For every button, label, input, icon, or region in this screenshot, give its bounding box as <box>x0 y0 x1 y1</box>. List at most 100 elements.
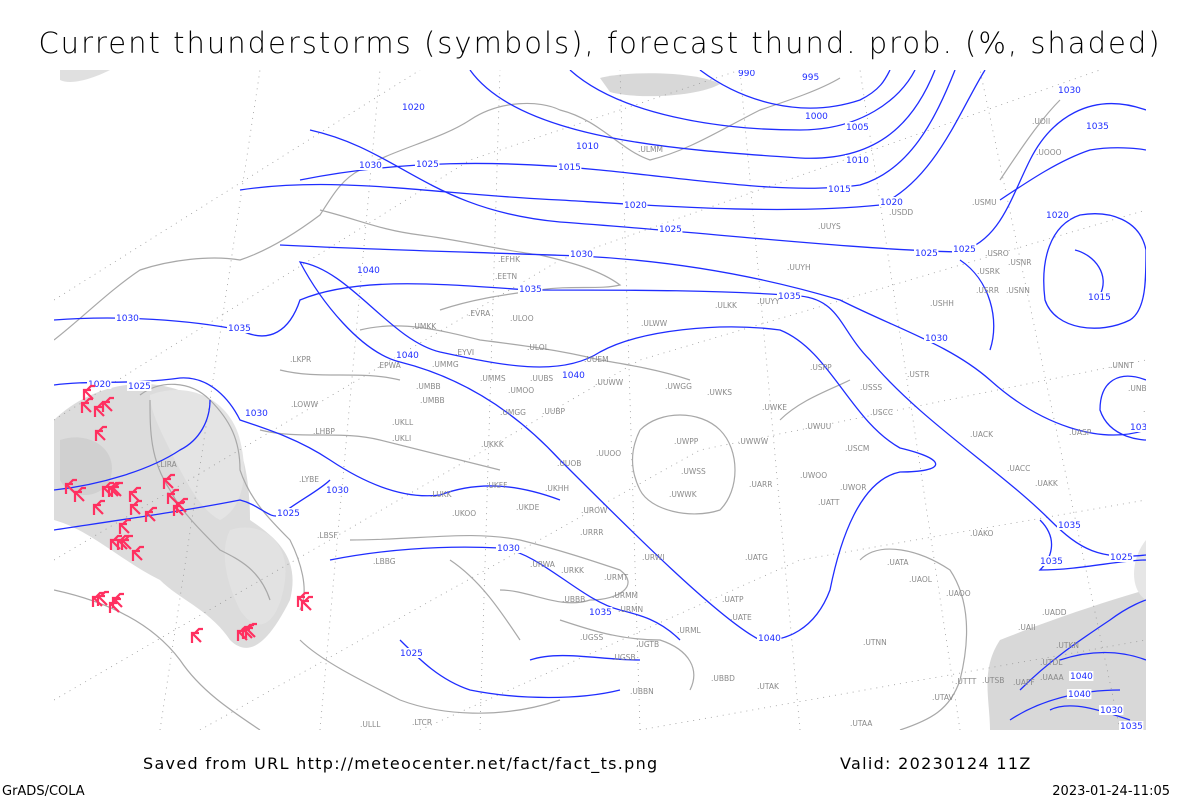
map-area: 990 995 1000 1005 1010 1010 1015 1015 1020 1020 10… <box>54 69 1167 730</box>
station-label: .UTAA <box>850 719 873 728</box>
isobar-label-bg <box>658 224 683 234</box>
station-label: .UMMS <box>480 374 506 383</box>
isobar-label-bg <box>1067 689 1092 699</box>
station-label: .UUYS <box>818 222 841 231</box>
station-label: .URMT <box>604 573 629 582</box>
isobar-label: 1010 <box>846 156 869 166</box>
station-label: .LHBP <box>313 427 335 436</box>
isobar-label: 1035 <box>778 292 801 302</box>
isobar-label-bg <box>127 381 152 391</box>
isobar-label-bg <box>845 122 870 132</box>
isobar-label: 1005 <box>846 123 869 133</box>
station-label: .UKLL <box>392 418 414 427</box>
isobar-label: 1030 <box>1100 706 1123 716</box>
station-label: .UKLI <box>392 434 411 443</box>
station-label: .LOWW <box>291 400 319 409</box>
station-label: .UAAA <box>1040 673 1065 682</box>
station-label: .UNBB <box>1128 384 1152 393</box>
isobar-label: 1025 <box>659 225 682 235</box>
station-label: .UATE <box>730 613 752 622</box>
station-label: .URKK <box>561 566 585 575</box>
isobar-label-bg <box>325 485 350 495</box>
isobar-label-bg <box>115 313 140 323</box>
station-label: .UWOO <box>800 471 827 480</box>
isobar-label: 1030 <box>925 334 948 344</box>
station-label: .UBBD <box>711 674 735 683</box>
station-label: .UADD <box>1042 608 1067 617</box>
station-label: .UNBG <box>1143 405 1167 414</box>
isobar-label-bg <box>952 244 977 254</box>
station-label: .UUYY <box>757 297 780 306</box>
station-label: .UACC <box>1007 464 1030 473</box>
isobar-label: 1030 <box>497 544 520 554</box>
station-label: .LIRA <box>158 460 178 469</box>
isobar-label: 995 <box>802 73 819 83</box>
thunderstorm-icon <box>64 478 77 494</box>
station-label: .EPWA <box>377 361 402 370</box>
station-label: .UKKK <box>481 440 505 449</box>
station-label: .UOOO <box>1036 148 1062 157</box>
isobar-label: 990 <box>738 69 755 79</box>
station-label: .UTAK <box>757 682 780 691</box>
isobar-label: 1020 <box>880 198 903 208</box>
thunderstorm-icon <box>144 506 157 522</box>
station-label: .UBBN <box>630 687 654 696</box>
thunderstorm-icon <box>82 384 95 400</box>
station-label: .UAOO <box>946 589 971 598</box>
station-label: .UTNN <box>863 638 887 647</box>
map-title: Current thunderstorms (symbols), forecas… <box>38 26 1162 60</box>
isobar-label: 1035 <box>1086 122 1109 132</box>
station-label: .UATG <box>745 553 768 562</box>
thunderstorm-icon <box>128 486 141 502</box>
isobar-label: 1025 <box>416 160 439 170</box>
isobar-label-bg <box>356 265 381 275</box>
station-label: .UASP <box>1069 428 1092 437</box>
isobar-label-bg <box>1099 705 1124 715</box>
station-label: .UMGG <box>500 408 526 417</box>
station-label: .UBBB <box>562 595 585 604</box>
isobar-label: 1020 <box>88 380 111 390</box>
isobar-label: 1015 <box>558 163 581 173</box>
isobar-label: 1040 <box>1068 690 1091 700</box>
isobar-label-bg <box>1109 552 1134 562</box>
isobar-label-bg <box>399 648 424 658</box>
isobar-label-bg <box>1129 422 1146 432</box>
station-label: .LBSF <box>317 531 338 540</box>
generated-timestamp: 2023-01-24-11:05 <box>1052 784 1170 799</box>
station-label: .UARR <box>749 480 772 489</box>
isobar-label: 1030 <box>245 409 268 419</box>
isobar-label-bg <box>496 543 521 553</box>
isobar-label-bg <box>1087 292 1112 302</box>
isobar-label-bg <box>1039 556 1064 566</box>
isobar-label-bg <box>1045 210 1070 220</box>
station-label: .UUWW <box>595 378 624 387</box>
station-label: .USCC <box>870 408 893 417</box>
station-label: .EFHK <box>498 255 521 264</box>
station-label: .USNN <box>1006 286 1030 295</box>
station-label: .USNR <box>1008 258 1031 267</box>
station-label: .LBBG <box>373 557 396 566</box>
station-label: .UOII <box>1032 117 1050 126</box>
station-label: .URRR <box>580 528 604 537</box>
isobar-label: 1030 <box>1130 423 1153 433</box>
isobar-labels: 990 995 1000 1005 1010 1010 1015 1015 1020 1020 10… <box>87 69 1153 730</box>
isobar-label: 1035 <box>589 608 612 618</box>
isobar-label-bg <box>879 197 904 207</box>
station-label: .USSS <box>860 383 882 392</box>
isobar-label: 1025 <box>400 649 423 659</box>
thunderstorm-icon <box>120 534 133 550</box>
graticule <box>54 70 1146 730</box>
station-label: .USRR <box>976 286 999 295</box>
thunderstorm-icon <box>101 396 114 412</box>
station-label: .UKOO <box>452 509 476 518</box>
station-label: .UWSS <box>681 467 706 476</box>
isobar-label: 1040 <box>357 266 380 276</box>
isobar-label: 1035 <box>1058 521 1081 531</box>
station-label: .USRO <box>985 249 1009 258</box>
isobar-label-bg <box>588 607 613 617</box>
isobar-label-bg <box>227 323 252 333</box>
software-credit: GrADS/COLA <box>2 784 85 799</box>
station-label: .UAII <box>1018 623 1035 632</box>
isobar-label-bg <box>575 141 600 151</box>
